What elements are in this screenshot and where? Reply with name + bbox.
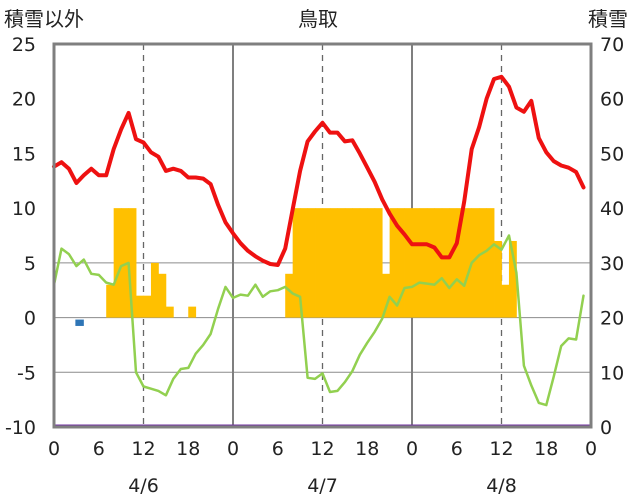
bar — [158, 273, 167, 318]
x-tick-label: 0 — [48, 438, 60, 460]
bar — [359, 208, 368, 318]
bar — [479, 208, 487, 318]
x-ticks: 0 6 12 18 0 6 12 18 0 6 12 18 0 — [48, 438, 597, 460]
small-bar — [75, 319, 84, 326]
right-y-tick-label: 70 — [600, 34, 624, 56]
left-y-ticks: 25 20 15 10 5 0 -5 -10 — [5, 34, 36, 439]
bar — [419, 208, 428, 318]
x-tick-label: 6 — [272, 438, 284, 460]
bar — [449, 208, 458, 318]
right-y-tick-label: 50 — [600, 143, 624, 165]
bar — [404, 208, 413, 318]
bar — [128, 208, 137, 318]
series-second-line — [52, 234, 585, 407]
right-y-tick-label: 0 — [600, 417, 612, 439]
left-y-tick-label: 5 — [24, 253, 36, 275]
bar — [389, 208, 398, 318]
bar — [337, 208, 346, 318]
bar — [397, 208, 405, 318]
bar — [285, 273, 294, 318]
right-y-tick-label: 40 — [600, 198, 624, 220]
x-tick-label: 6 — [93, 438, 105, 460]
bar — [307, 208, 316, 318]
date-label: 4/6 — [128, 475, 159, 497]
bar — [106, 284, 115, 318]
bar — [300, 208, 308, 318]
left-axis-label: 積雪以外 — [4, 7, 84, 31]
x-tick-label: 12 — [131, 438, 155, 460]
bar — [121, 208, 129, 318]
bar — [322, 208, 331, 318]
left-y-tick-label: 20 — [12, 89, 36, 111]
left-y-tick-label: 0 — [24, 308, 36, 330]
right-y-tick-label: 60 — [600, 89, 624, 111]
left-y-tick-label: -10 — [5, 417, 36, 439]
bar — [150, 262, 159, 318]
bar — [426, 208, 435, 318]
left-y-tick-label: 10 — [12, 198, 36, 220]
bar — [344, 208, 353, 318]
bar — [508, 240, 517, 318]
bar — [486, 208, 495, 318]
x-tick-label: 18 — [176, 438, 200, 460]
x-tick-label: 12 — [310, 438, 334, 460]
bar — [471, 208, 480, 318]
bar — [136, 295, 144, 318]
left-y-tick-label: -5 — [17, 362, 36, 384]
bar — [456, 208, 465, 318]
plot-frame — [52, 42, 593, 429]
x-tick-label: 12 — [489, 438, 513, 460]
bar — [352, 208, 361, 318]
bar — [501, 284, 510, 318]
bar — [329, 208, 338, 318]
date-label: 4/8 — [486, 475, 517, 497]
x-tick-label: 0 — [227, 438, 239, 460]
bar — [367, 208, 376, 318]
left-y-tick-label: 15 — [12, 143, 36, 165]
bar — [188, 306, 197, 318]
bar — [441, 208, 450, 318]
x-tick-label: 0 — [585, 438, 597, 460]
right-axis-label: 積雪 — [588, 7, 628, 31]
bar — [315, 208, 323, 318]
date-label: 4/7 — [307, 475, 338, 497]
x-tick-label: 18 — [355, 438, 379, 460]
left-y-tick-label: 25 — [12, 34, 36, 56]
bar — [434, 208, 443, 318]
right-y-tick-label: 30 — [600, 253, 624, 275]
right-y-ticks: 70 60 50 40 30 20 10 0 — [600, 34, 624, 439]
x-tick-label: 0 — [406, 438, 418, 460]
bar — [464, 208, 473, 318]
right-y-tick-label: 10 — [600, 362, 624, 384]
bar — [412, 208, 420, 318]
bar — [292, 208, 301, 318]
bar — [374, 208, 383, 318]
bar — [143, 295, 152, 318]
right-y-tick-label: 20 — [600, 308, 624, 330]
x-tick-label: 18 — [534, 438, 558, 460]
bar — [382, 273, 391, 318]
series-temperature — [52, 74, 586, 267]
date-labels: 4/6 4/7 4/8 — [128, 475, 517, 497]
chart-title: 鳥取 — [298, 7, 338, 31]
bar — [494, 240, 502, 318]
bar — [165, 306, 174, 318]
bar — [113, 208, 122, 318]
x-tick-label: 6 — [451, 438, 463, 460]
bars — [75, 208, 517, 326]
